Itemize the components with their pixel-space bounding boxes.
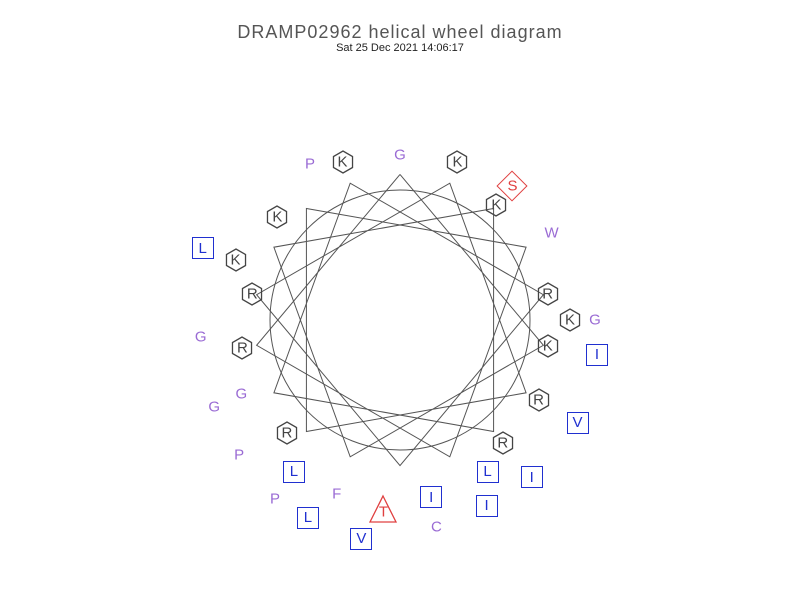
residue-square: V — [567, 412, 589, 434]
residue-square: L — [477, 461, 499, 483]
residue-square: I — [521, 466, 543, 488]
residue-plain: P — [234, 446, 244, 463]
residue-plain: G — [236, 385, 248, 402]
residue-plain: G — [589, 312, 601, 329]
helical-wheel-svg — [0, 0, 800, 600]
residue-plain: C — [431, 518, 442, 535]
residue-plain: G — [195, 329, 207, 346]
residue-square: L — [192, 237, 214, 259]
residue-square: I — [420, 486, 442, 508]
residue-square: V — [350, 528, 372, 550]
residue-plain: P — [305, 156, 315, 173]
residue-plain: G — [394, 147, 406, 164]
residue-square: I — [586, 344, 608, 366]
residue-square: L — [283, 461, 305, 483]
residue-plain: W — [544, 224, 558, 241]
residue-plain: G — [208, 398, 220, 415]
residue-square: I — [476, 495, 498, 517]
residue-plain: P — [270, 490, 280, 507]
residue-square: L — [297, 507, 319, 529]
residue-plain: F — [332, 485, 341, 502]
